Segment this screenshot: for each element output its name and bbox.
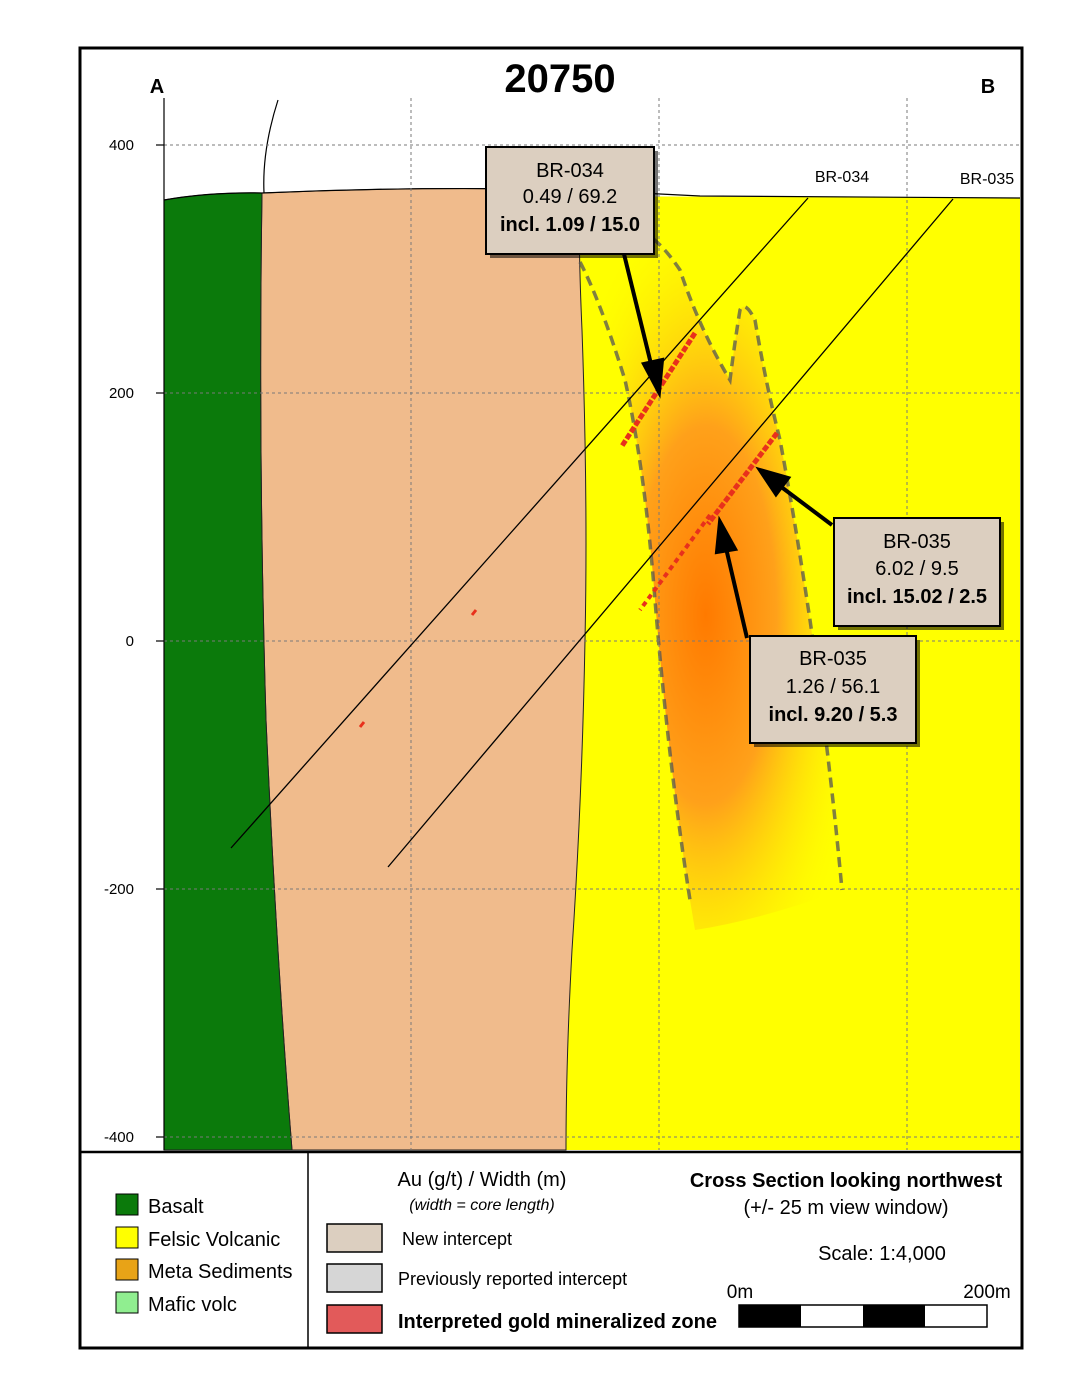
scale-bar-end-label: 200m [963,1282,1011,1303]
legend-felsic-label: Felsic Volcanic [148,1229,280,1251]
callout-hole-name: BR-035 [883,531,951,553]
legend-mineralized-zone-label: Interpreted gold mineralized zone [398,1311,717,1333]
y-tick-label: 0 [126,633,134,650]
drill-trace-br-034 [230,197,809,849]
y-tick-label: 400 [109,137,134,154]
y-tick-label: 200 [109,385,134,402]
arrow-head [755,466,792,498]
intercept-br-034-minor [358,721,366,728]
swatch-meta-sediments [115,1258,139,1281]
callout-br-034: BR-034 0.49 / 69.2 incl. 1.09 / 15.0 [485,146,658,258]
surface-contact-trace [263,99,279,194]
callout-result: 6.02 / 9.5 [875,558,958,580]
intercept-subheading: (width = core length) [409,1197,554,1214]
zone-boundary-west [578,261,692,901]
legend-previous-intercept-label: Previously reported intercept [398,1269,627,1289]
swatch-mineralized-zone [326,1304,383,1334]
hole-label-br-034: BR-034 [815,169,869,186]
scale-bar-start-label: 0m [727,1282,753,1303]
rock-unit-legend: Basalt Felsic Volcanic Meta Sediments Ma… [115,1193,293,1316]
intercept-br-034-minor [470,609,478,616]
scale-text: Scale: 1:4,000 [818,1243,946,1265]
swatch-basalt [115,1193,139,1216]
swatch-mafic-volc [115,1291,139,1314]
y-tick-label: -400 [104,1129,134,1146]
callout-hole-name: BR-034 [536,160,604,182]
callout-included: incl. 9.20 / 5.3 [769,704,898,726]
section-title: 20750 [504,57,615,101]
gold-mineralized-zone [580,230,842,930]
callout-br-035-lower: BR-035 1.26 / 56.1 incl. 9.20 / 5.3 [749,635,920,747]
callout-result: 0.49 / 69.2 [523,186,618,208]
view-title: Cross Section looking northwest [690,1170,1003,1192]
drill-holes [230,197,954,868]
callout-included: incl. 1.09 / 15.0 [500,214,640,236]
drill-trace-br-035 [387,198,954,868]
section-end-b: B [981,76,995,98]
y-axis-ticks [156,144,164,1138]
view-window: (+/- 25 m view window) [743,1197,948,1219]
grid [164,98,1020,1150]
callout-arrows [622,253,834,639]
intercept-br-035-lower [638,513,712,612]
legend-basalt-label: Basalt [148,1196,204,1218]
view-info: Cross Section looking northwest (+/- 25 … [690,1170,1011,1328]
callout-included: incl. 15.02 / 2.5 [847,586,987,608]
arrow-head [640,357,665,399]
hole-label-br-035: BR-035 [960,171,1014,188]
legend-new-intercept-label: New intercept [402,1229,512,1249]
swatch-felsic-volcanic [115,1226,139,1249]
callout-result: 1.26 / 56.1 [786,676,881,698]
legend-sediments-label: Meta Sediments [148,1261,293,1283]
arrow-head [714,515,739,555]
meta-sediments-unit [260,188,587,1151]
intercept-br-035-upper [706,431,779,526]
intercept-legend: Au (g/t) / Width (m) (width = core lengt… [326,1169,717,1334]
swatch-previous-intercept [326,1263,383,1293]
swatch-new-intercept [326,1223,383,1253]
y-tick-label: -200 [104,881,134,898]
callout-br-035-upper: BR-035 6.02 / 9.5 incl. 15.02 / 2.5 [833,517,1004,630]
legend-mafic-label: Mafic volc [148,1294,237,1316]
section-end-a: A [150,76,164,98]
callout-hole-name: BR-035 [799,648,867,670]
scale-bar [738,1304,988,1328]
intercept-heading: Au (g/t) / Width (m) [398,1169,567,1191]
